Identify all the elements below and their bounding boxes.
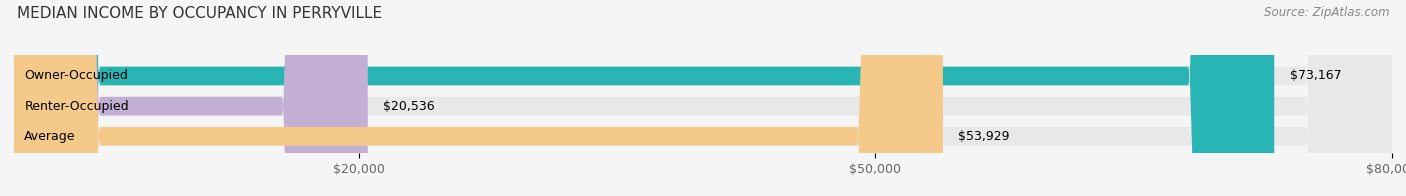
- FancyBboxPatch shape: [14, 0, 1392, 196]
- FancyBboxPatch shape: [14, 0, 368, 196]
- FancyBboxPatch shape: [14, 0, 1274, 196]
- Text: Owner-Occupied: Owner-Occupied: [24, 70, 128, 83]
- Text: $53,929: $53,929: [959, 130, 1010, 143]
- Text: Renter-Occupied: Renter-Occupied: [24, 100, 129, 113]
- FancyBboxPatch shape: [14, 0, 1392, 196]
- FancyBboxPatch shape: [14, 0, 943, 196]
- Text: MEDIAN INCOME BY OCCUPANCY IN PERRYVILLE: MEDIAN INCOME BY OCCUPANCY IN PERRYVILLE: [17, 6, 382, 21]
- Text: Source: ZipAtlas.com: Source: ZipAtlas.com: [1264, 6, 1389, 19]
- Text: $73,167: $73,167: [1289, 70, 1341, 83]
- FancyBboxPatch shape: [14, 0, 1392, 196]
- Text: Average: Average: [24, 130, 76, 143]
- Text: $20,536: $20,536: [384, 100, 434, 113]
